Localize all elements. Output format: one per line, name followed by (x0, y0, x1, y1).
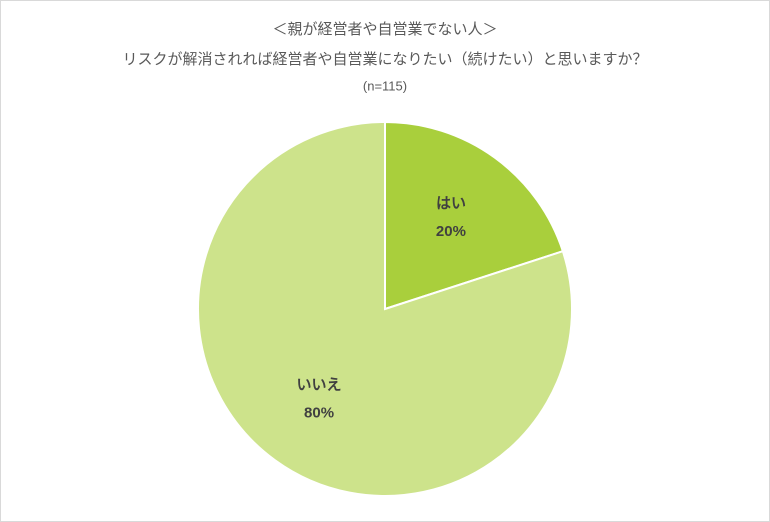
pie-slice (384, 120, 565, 311)
chart-title: ＜親が経営者や自営業でない人＞ (272, 21, 497, 38)
chart-subtitle: (n=115) (363, 78, 407, 93)
pie-slice (197, 120, 573, 497)
chart-title: リスクが解消されれば経営者や自営業になりたい（続けたい）と思いますか？ (122, 51, 647, 68)
data-label: 20% (436, 223, 466, 240)
slice-label: いいえ (297, 377, 342, 394)
slice-label: はい (436, 195, 466, 212)
data-label: 80% (304, 405, 334, 422)
